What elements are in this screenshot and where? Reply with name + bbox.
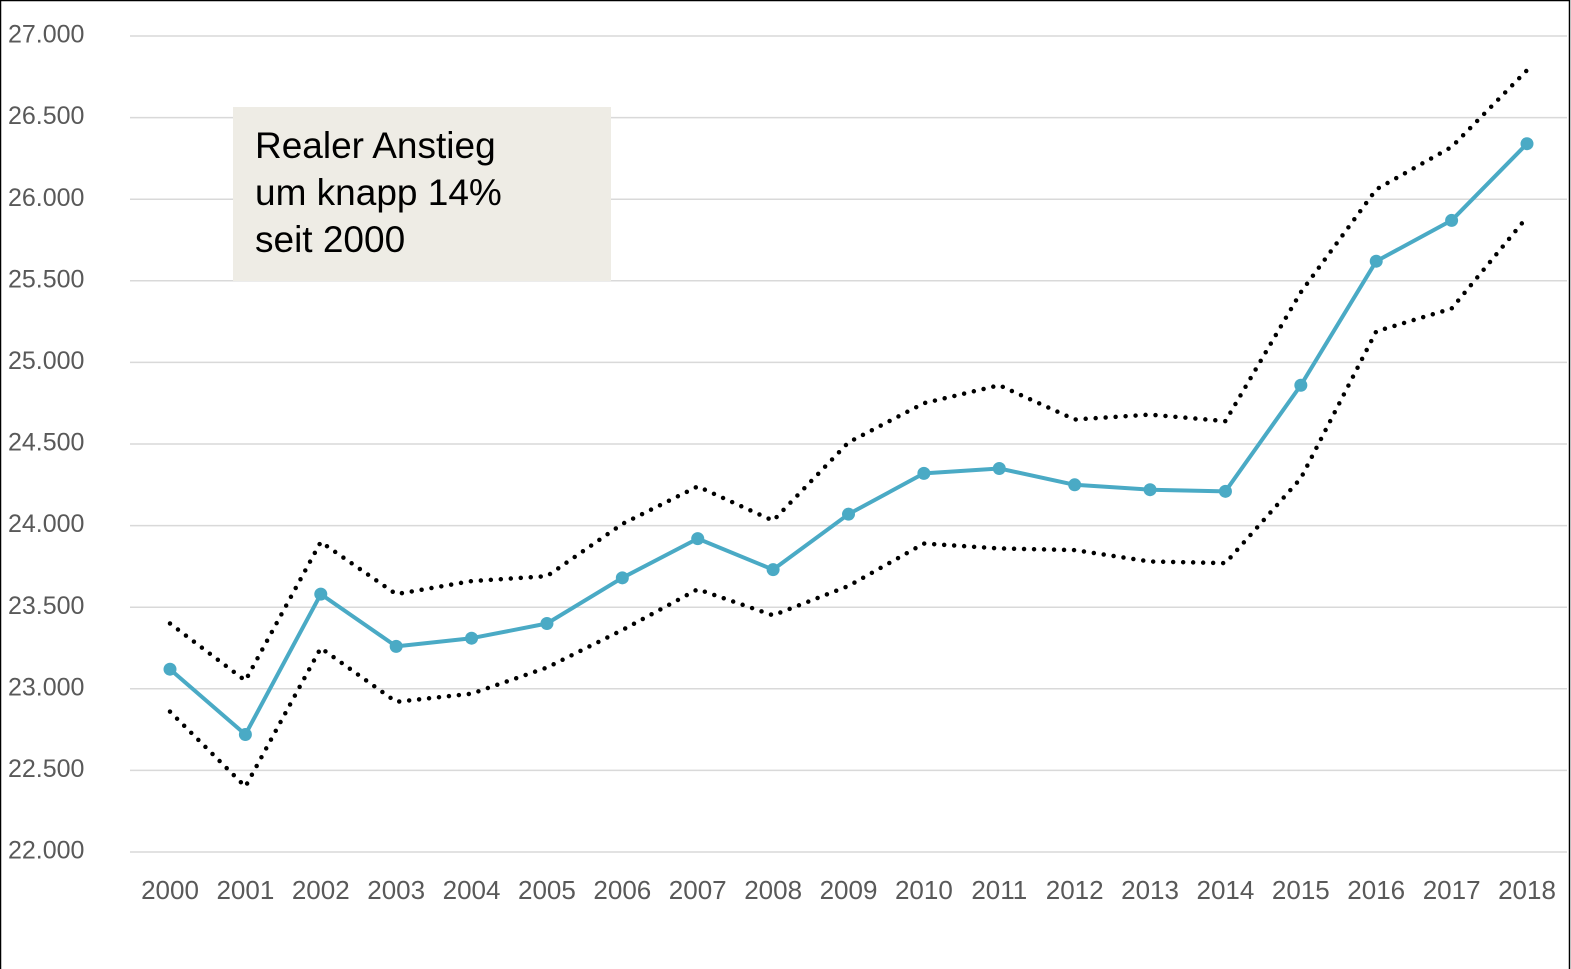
point-marker	[766, 563, 780, 577]
point-marker	[389, 639, 403, 653]
x-tick-label: 2017	[1423, 875, 1481, 905]
y-tick-label: 25.000	[8, 347, 84, 375]
x-tick-label: 2007	[669, 875, 727, 905]
x-tick-label: 2003	[367, 875, 425, 905]
annotation-text: Realer Anstieg	[255, 125, 496, 166]
x-tick-label: 2005	[518, 875, 576, 905]
y-tick-label: 22.000	[8, 837, 84, 865]
point-marker	[314, 587, 328, 601]
annotation-text: seit 2000	[255, 219, 405, 260]
point-marker	[615, 571, 629, 585]
point-marker	[1520, 137, 1534, 151]
point-marker	[163, 662, 177, 676]
point-marker	[540, 617, 554, 631]
x-tick-label: 2006	[593, 875, 651, 905]
x-tick-label: 2010	[895, 875, 953, 905]
x-tick-label: 2012	[1046, 875, 1104, 905]
x-tick-label: 2000	[141, 875, 199, 905]
band-line	[167, 214, 1530, 789]
point-marker	[1218, 484, 1232, 498]
annotation-box	[233, 107, 611, 281]
x-tick-label: 2018	[1498, 875, 1556, 905]
y-tick-label: 25.500	[8, 265, 84, 293]
point-marker	[842, 507, 855, 521]
x-tick-label: 2004	[443, 875, 501, 905]
y-tick-label: 24.500	[8, 429, 84, 457]
y-tick-label: 24.000	[8, 510, 84, 538]
point-marker	[1068, 478, 1082, 492]
y-tick-label: 26.000	[8, 184, 84, 212]
point-marker	[1294, 378, 1308, 392]
x-tick-label: 2008	[744, 875, 802, 905]
x-tick-label: 2011	[971, 875, 1027, 905]
point-marker	[465, 631, 479, 645]
x-tick-label: 2002	[292, 875, 350, 905]
point-marker	[238, 727, 252, 741]
y-tick-label: 23.500	[8, 592, 84, 620]
annotation-text: um knapp 14%	[255, 172, 502, 213]
y-tick-label: 26.500	[8, 102, 84, 130]
point-marker	[1369, 254, 1383, 268]
x-tick-label: 2013	[1121, 875, 1179, 905]
band-line	[167, 68, 1530, 683]
x-tick-label: 2015	[1272, 875, 1330, 905]
x-tick-label: 2001	[216, 875, 274, 905]
x-tick-label: 2009	[820, 875, 878, 905]
point-marker	[1445, 213, 1459, 227]
point-marker	[917, 466, 931, 480]
x-tick-label: 2016	[1347, 875, 1405, 905]
y-tick-label: 27.000	[8, 21, 84, 49]
y-tick-label: 22.500	[8, 755, 84, 783]
y-tick-label: 23.000	[8, 673, 84, 701]
point-marker	[992, 461, 1006, 475]
point-marker	[691, 532, 705, 546]
x-tick-label: 2014	[1197, 875, 1255, 905]
point-marker	[1143, 483, 1157, 497]
